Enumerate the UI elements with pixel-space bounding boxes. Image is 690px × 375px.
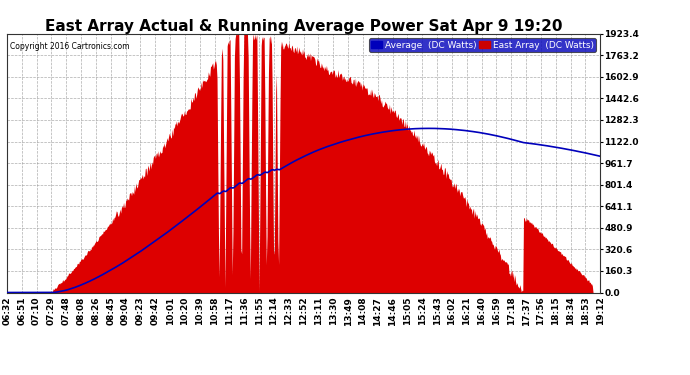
Text: Copyright 2016 Cartronics.com: Copyright 2016 Cartronics.com [10, 42, 129, 51]
Title: East Array Actual & Running Average Power Sat Apr 9 19:20: East Array Actual & Running Average Powe… [45, 19, 562, 34]
Legend: Average  (DC Watts), East Array  (DC Watts): Average (DC Watts), East Array (DC Watts… [369, 38, 595, 52]
